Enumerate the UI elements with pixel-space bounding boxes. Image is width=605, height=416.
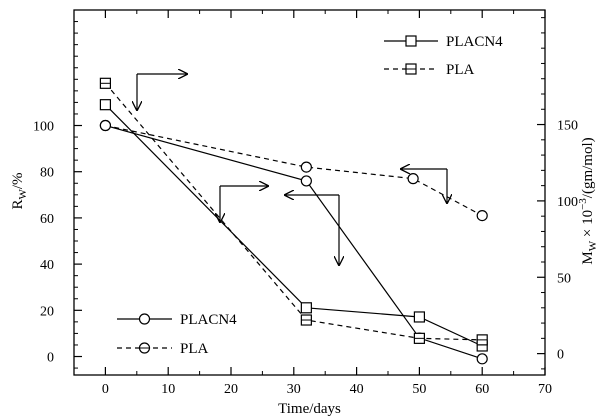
legend-left-entry-1-label: PLACN4 <box>180 312 237 328</box>
legend-right-entry-2-label: PLA <box>446 62 475 78</box>
series-line-pla-right <box>104 82 483 341</box>
series-layer <box>99 77 488 365</box>
x-tick-label: 50 <box>412 382 426 397</box>
right-y-tick-label: 150 <box>557 119 578 134</box>
legend-right-entry-1-label: PLACN4 <box>446 34 503 50</box>
ticks: 0 10 20 30 40 50 60 70 0 20 40 60 80 100 0 50 100 150 <box>33 10 578 397</box>
x-tick-label: 60 <box>475 382 489 397</box>
data-point-circle <box>476 210 488 222</box>
left-y-tick-label: 40 <box>40 258 54 273</box>
x-tick-label: 70 <box>538 382 552 397</box>
plot-frame <box>73 9 546 376</box>
data-point-square <box>413 311 425 323</box>
left-axis-title-unit: /% <box>10 172 26 189</box>
right-y-tick-label: 50 <box>557 271 571 286</box>
legend-left-entry-1-marker <box>138 313 151 325</box>
left-axis-title-sub: W <box>17 189 29 200</box>
right-axis-title-sup: −3 <box>577 198 589 210</box>
x-tick-label: 30 <box>287 382 301 397</box>
x-tick-label: 40 <box>350 382 364 397</box>
right-axis-title-unit: /(gm/mol) <box>580 137 596 198</box>
right-axis-title-main: M <box>580 251 596 264</box>
left-axis-title-main: R <box>10 200 26 210</box>
legend-right-entry-1-marker <box>405 35 417 47</box>
data-point-circle <box>300 175 312 187</box>
data-point-square <box>300 302 312 314</box>
right-axis-title-sub: W <box>587 240 599 251</box>
left-y-tick-label: 60 <box>40 212 54 227</box>
legends: PLACN4 PLA PLACN4 PLA <box>117 34 503 357</box>
x-tick-label: 0 <box>102 382 109 397</box>
right-axis-title: MW × 10−3/(gm/mol) <box>577 137 599 264</box>
left-y-tick-label: 0 <box>47 351 54 366</box>
series-line-pla-left <box>105 124 483 217</box>
left-y-tick-label: 80 <box>40 166 54 181</box>
right-axis-title-mid: × 10 <box>580 210 596 241</box>
data-point-circle <box>407 173 419 185</box>
annotation-arrows <box>137 74 447 265</box>
data-point-circle <box>300 161 312 173</box>
series-line-placn4-right <box>104 104 483 347</box>
data-point-square <box>99 99 112 111</box>
right-y-tick-label: 0 <box>557 348 564 363</box>
x-tick-label: 20 <box>224 382 238 397</box>
data-point-circle <box>476 353 488 365</box>
left-axis-title: RW/% <box>10 172 29 209</box>
legend-left-entry-2-label: PLA <box>180 341 209 357</box>
right-y-tick-label: 100 <box>557 195 578 210</box>
x-axis-title: Time/days <box>278 401 341 416</box>
series-line-placn4-left <box>105 124 483 360</box>
left-y-tick-label: 20 <box>40 304 54 319</box>
left-y-tick-label: 100 <box>33 120 54 135</box>
data-point-circle <box>99 119 112 132</box>
x-tick-label: 10 <box>161 382 175 397</box>
